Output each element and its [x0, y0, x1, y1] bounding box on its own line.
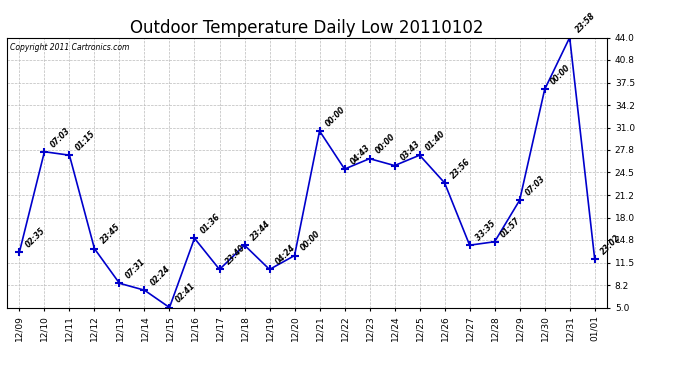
Text: 04:43: 04:43	[348, 143, 372, 166]
Text: 07:31: 07:31	[124, 257, 147, 280]
Text: 02:24: 02:24	[148, 264, 172, 287]
Text: 23:58: 23:58	[574, 11, 597, 35]
Text: 00:00: 00:00	[549, 63, 572, 87]
Text: 01:40: 01:40	[424, 129, 447, 152]
Text: 23:40: 23:40	[224, 243, 247, 267]
Text: 33:35: 33:35	[474, 219, 497, 242]
Text: 00:00: 00:00	[324, 105, 347, 128]
Text: 23:45: 23:45	[99, 222, 122, 246]
Text: 23:56: 23:56	[448, 157, 472, 180]
Text: 02:41: 02:41	[174, 281, 197, 305]
Text: 03:43: 03:43	[399, 140, 422, 163]
Text: 07:03: 07:03	[48, 126, 72, 149]
Text: 23:44: 23:44	[248, 219, 272, 242]
Text: 01:36: 01:36	[199, 212, 222, 236]
Text: 07:03: 07:03	[524, 174, 547, 197]
Text: 00:00: 00:00	[374, 132, 397, 156]
Title: Outdoor Temperature Daily Low 20110102: Outdoor Temperature Daily Low 20110102	[130, 20, 484, 38]
Text: 01:57: 01:57	[499, 216, 522, 239]
Text: 04:24: 04:24	[274, 243, 297, 267]
Text: 01:15: 01:15	[74, 129, 97, 152]
Text: 23:02: 23:02	[599, 233, 622, 256]
Text: 02:35: 02:35	[23, 226, 47, 249]
Text: Copyright 2011 Cartronics.com: Copyright 2011 Cartronics.com	[10, 43, 129, 52]
Text: 00:00: 00:00	[299, 230, 322, 253]
